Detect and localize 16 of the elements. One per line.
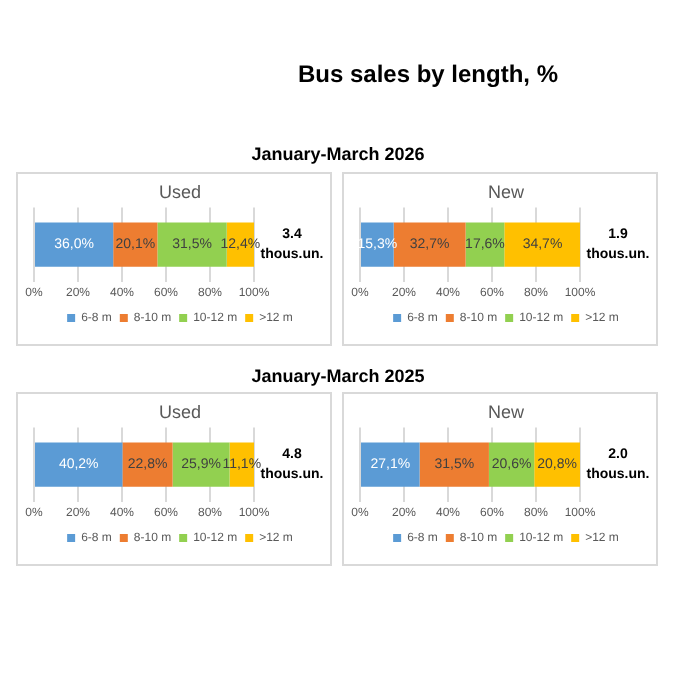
bar	[393, 222, 466, 267]
text: Used	[158, 401, 202, 422]
text: January-March 2026	[249, 144, 427, 164]
bar	[419, 442, 489, 487]
bar	[122, 442, 173, 487]
text: New	[487, 181, 525, 202]
text: New	[487, 401, 525, 422]
bar	[35, 442, 123, 487]
text: January-March 2025	[249, 366, 427, 386]
bar	[504, 222, 580, 267]
text: Used	[158, 181, 202, 202]
bar	[35, 222, 114, 267]
bar	[113, 222, 158, 267]
bar	[361, 442, 420, 487]
text: Bus sales by length, %	[295, 60, 561, 88]
bar	[534, 442, 580, 487]
